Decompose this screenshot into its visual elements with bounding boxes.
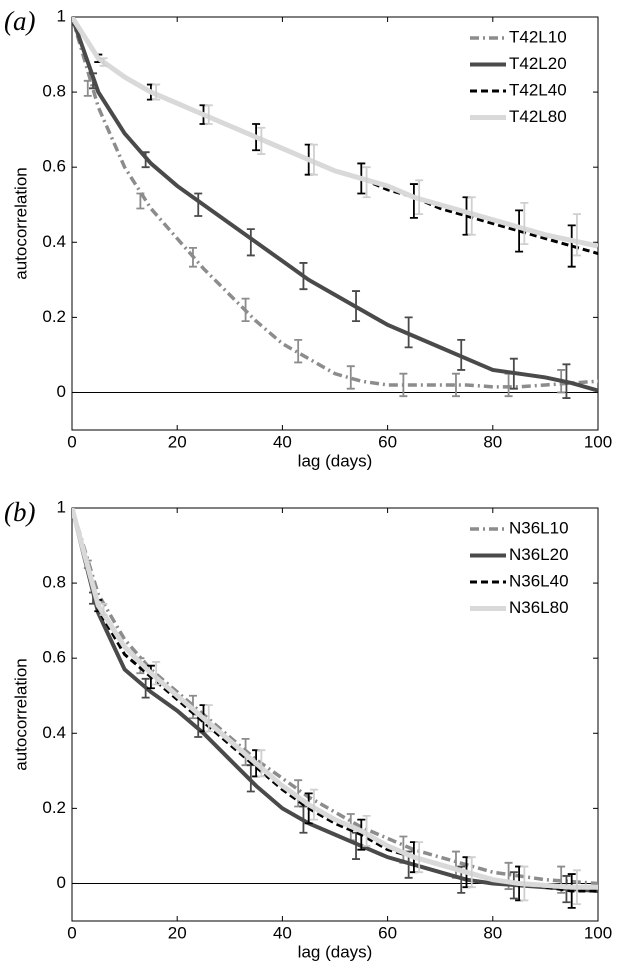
error-bar — [99, 602, 108, 616]
panel: 0 0.2 0.4 0.6 0.8 1 0 20 40 60 80 100 lag (days) auto… — [4, 6, 612, 470]
legend-label: T42L80 — [509, 107, 567, 126]
legend-label: N36L40 — [509, 571, 569, 590]
error-bar — [257, 749, 266, 778]
error-bar — [509, 357, 518, 390]
panel-label: (a) — [4, 6, 35, 36]
series-line — [72, 508, 598, 886]
error-bar — [357, 818, 366, 851]
error-bar — [457, 338, 466, 371]
error-bar — [520, 865, 529, 902]
error-bar — [309, 143, 318, 176]
x-tick-label: 20 — [168, 923, 187, 942]
series-line — [72, 508, 598, 890]
error-bar — [141, 151, 150, 169]
y-tick-label: 0.6 — [42, 157, 66, 176]
error-bar — [520, 201, 529, 246]
error-bar — [346, 365, 355, 390]
error-bar — [309, 788, 318, 821]
legend-label: N36L20 — [509, 545, 569, 564]
panel: 0 0.2 0.4 0.6 0.8 1 0 20 40 60 80 100 lag (days) auto… — [4, 497, 612, 961]
error-bar — [451, 372, 460, 398]
legend-label: N36L80 — [509, 598, 569, 617]
x-tick-label: 40 — [273, 432, 292, 451]
error-bar — [399, 372, 408, 398]
error-bar — [362, 814, 371, 847]
error-bar — [188, 247, 197, 268]
series-line — [72, 17, 598, 389]
y-tick-label: 0 — [57, 873, 66, 892]
error-bar — [299, 262, 308, 291]
error-bar — [152, 83, 161, 101]
error-bar — [415, 179, 424, 216]
error-bar — [204, 704, 213, 733]
error-bar — [204, 104, 213, 125]
error-bar — [572, 869, 581, 906]
x-tick-label: 20 — [168, 432, 187, 451]
legend-label: T42L40 — [509, 80, 567, 99]
error-bar — [467, 856, 476, 889]
y-tick-label: 1 — [57, 6, 66, 25]
x-tick-label: 40 — [273, 923, 292, 942]
error-bar — [409, 183, 418, 219]
y-tick-label: 0.8 — [42, 573, 66, 592]
plot-content — [72, 508, 598, 909]
x-tick-label: 60 — [378, 923, 397, 942]
error-bar — [194, 192, 203, 217]
error-bar — [509, 871, 518, 900]
panel-label: (b) — [4, 497, 35, 527]
y-tick-label: 1 — [57, 497, 66, 516]
error-bar — [294, 338, 303, 364]
error-bar — [99, 57, 108, 67]
error-bar — [146, 664, 155, 690]
error-bar — [515, 209, 524, 253]
error-bar — [89, 72, 98, 90]
y-tick-label: 0.4 — [42, 723, 66, 742]
y-tick-label: 0.6 — [42, 648, 66, 667]
error-bar — [299, 805, 308, 834]
x-tick-label: 80 — [483, 432, 502, 451]
y-axis-label: autocorrelation — [11, 167, 30, 279]
error-bar — [152, 661, 161, 686]
error-bar — [415, 841, 424, 874]
error-bar — [572, 213, 581, 257]
x-tick-label: 0 — [67, 432, 76, 451]
x-tick-label: 0 — [67, 923, 76, 942]
x-tick-label: 100 — [584, 923, 612, 942]
y-tick-label: 0.4 — [42, 232, 66, 251]
error-bar — [304, 792, 313, 825]
legend-label: T42L20 — [509, 54, 567, 73]
series-line — [72, 17, 598, 393]
error-bar — [362, 166, 371, 199]
x-axis-label: lag (days) — [298, 451, 373, 470]
y-tick-label: 0.2 — [42, 798, 66, 817]
y-tick-label: 0 — [57, 382, 66, 401]
plot-area — [71, 507, 599, 922]
plot-content — [72, 17, 598, 399]
x-axis-label: lag (days) — [298, 942, 373, 961]
error-bar — [83, 79, 92, 97]
x-tick-label: 100 — [584, 432, 612, 451]
error-bar — [404, 316, 413, 349]
legend-label: N36L10 — [509, 518, 569, 537]
error-bar — [467, 196, 476, 236]
x-tick-label: 60 — [378, 432, 397, 451]
error-bar — [141, 677, 150, 699]
error-bar — [567, 224, 576, 268]
y-axis-label: autocorrelation — [11, 658, 30, 770]
error-bar — [246, 764, 255, 793]
legend-label: T42L10 — [509, 27, 567, 46]
y-tick-label: 0.8 — [42, 82, 66, 101]
series-line — [72, 17, 598, 249]
error-bar — [246, 228, 255, 257]
error-bar — [136, 192, 145, 210]
error-bar — [352, 290, 361, 323]
y-tick-label: 0.2 — [42, 307, 66, 326]
error-bar — [567, 873, 576, 909]
error-bar — [257, 126, 266, 155]
x-tick-label: 80 — [483, 923, 502, 942]
error-bar — [562, 363, 571, 399]
error-bar — [241, 297, 250, 323]
